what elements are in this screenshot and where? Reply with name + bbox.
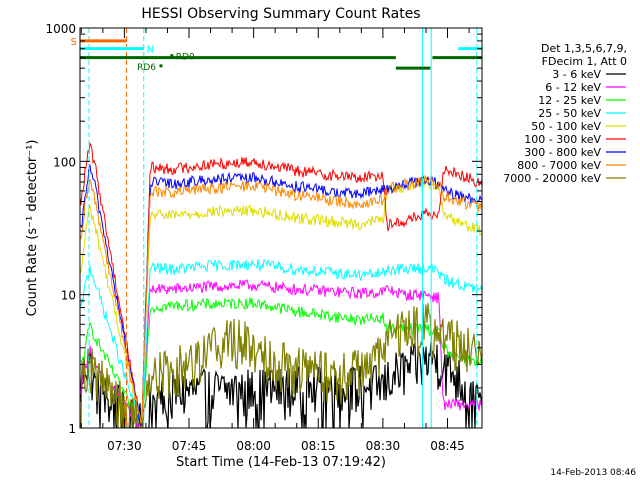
y-tick-label: 1 <box>68 422 76 436</box>
legend-label-300-800-kev: 300 - 800 keV <box>524 146 601 159</box>
legend-label-25-50-kev: 25 - 50 keV <box>538 107 601 120</box>
x-axis-label: Start Time (14-Feb-13 07:19:42) <box>176 455 386 470</box>
legend-header: Det 1,3,5,6,7,9, <box>541 42 627 55</box>
footer-timestamp: 14-Feb-2013 08:46 <box>550 468 636 478</box>
series-line-800-7000-kev <box>80 174 482 424</box>
legend: Det 1,3,5,6,7,9,FDecim 1, Att 03 - 6 keV… <box>503 42 627 185</box>
legend-label-3-6-kev: 3 - 6 keV <box>552 68 601 81</box>
y-axis-label: Count Rate (s⁻¹ detector⁻¹) <box>25 140 40 317</box>
series-line-25-50-kev <box>80 258 482 424</box>
state-bar-label: N <box>147 45 154 56</box>
legend-label-12-25-kev: 12 - 25 keV <box>538 94 601 107</box>
marker-point <box>159 64 163 68</box>
legend-label-100-300-kev: 100 - 300 keV <box>524 133 601 146</box>
plot-area: S N RD6 RD0 <box>71 28 482 428</box>
y-tick-label: 1000 <box>45 22 76 36</box>
y-axis: 1 10 100 1000 <box>45 22 482 436</box>
x-tick-label: 08:15 <box>301 439 336 453</box>
legend-label-6-12-kev: 6 - 12 keV <box>545 81 601 94</box>
series-line-7000-20000-kev <box>80 302 482 428</box>
marker-label: RD6 <box>137 63 156 73</box>
marker-point <box>170 54 174 58</box>
legend-label-800-7000-kev: 800 - 7000 keV <box>517 159 601 172</box>
chart-title: HESSI Observing Summary Count Rates <box>141 6 420 22</box>
legend-label-50-100-kev: 50 - 100 keV <box>531 120 601 133</box>
x-tick-label: 07:45 <box>172 439 207 453</box>
x-tick-label: 08:00 <box>236 439 271 453</box>
x-tick-label: 08:45 <box>430 439 465 453</box>
x-axis: 07:30 07:45 08:00 08:15 08:30 08:45 <box>80 28 470 453</box>
state-bar-label: S <box>71 37 77 48</box>
plot-frame <box>79 27 483 429</box>
marker-label: RD0 <box>176 53 195 63</box>
y-tick-label: 10 <box>61 289 76 303</box>
plot-content <box>80 28 482 428</box>
x-tick-label: 07:30 <box>107 439 142 453</box>
legend-label-7000-20000-kev: 7000 - 20000 keV <box>503 172 601 185</box>
legend-header: FDecim 1, Att 0 <box>542 55 627 68</box>
y-tick-label: 100 <box>53 155 76 169</box>
x-tick-label: 08:30 <box>366 439 401 453</box>
